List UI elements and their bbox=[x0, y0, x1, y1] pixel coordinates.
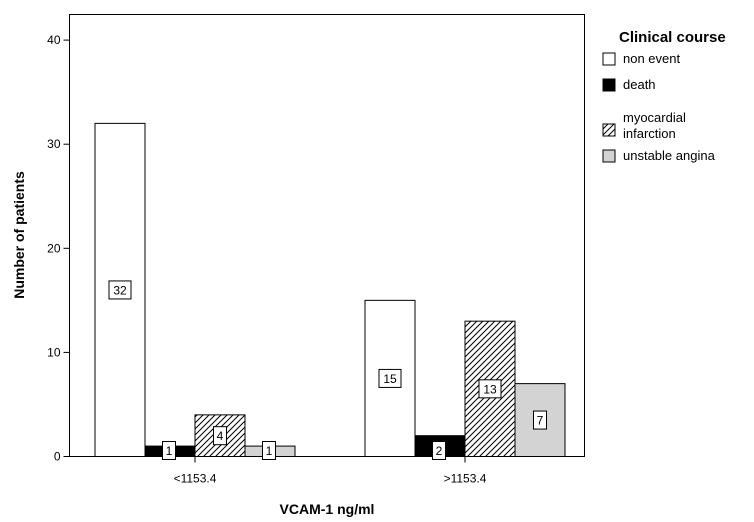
legend-title: Clinical course bbox=[619, 29, 726, 46]
y-tick-label: 40 bbox=[47, 33, 61, 47]
y-tick-label: 20 bbox=[47, 241, 61, 255]
legend-entry: unstable angina bbox=[602, 148, 716, 163]
legend-swatch bbox=[602, 123, 616, 137]
y-tick-label: 0 bbox=[54, 450, 61, 464]
data-label: 1 bbox=[262, 441, 276, 460]
svg-text:15: 15 bbox=[383, 372, 397, 386]
y-axis: 0 10 20 30 40 bbox=[47, 33, 70, 464]
legend-label: non event bbox=[623, 51, 680, 66]
data-label: 13 bbox=[478, 379, 502, 399]
legend-label: death bbox=[623, 77, 656, 92]
legend: Clinical course non event death myocardial… bbox=[602, 29, 726, 163]
data-label: 1 bbox=[162, 441, 176, 460]
svg-text:13: 13 bbox=[483, 382, 497, 396]
legend-label: unstable angina bbox=[623, 148, 716, 163]
data-label: 15 bbox=[378, 368, 402, 388]
data-label: 4 bbox=[213, 426, 227, 446]
x-tick-label: <1153.4 bbox=[174, 472, 217, 486]
svg-text:2: 2 bbox=[436, 444, 443, 458]
legend-swatch bbox=[602, 149, 616, 163]
data-label: 32 bbox=[108, 280, 132, 300]
data-labels: 32 1 4 1 15 2 13 7 bbox=[108, 280, 547, 460]
legend-swatch bbox=[602, 78, 616, 92]
x-axis-title: VCAM-1 ng/ml bbox=[280, 501, 375, 517]
legend-entry: death bbox=[602, 77, 656, 92]
y-axis-title: Number of patients bbox=[11, 171, 27, 299]
x-axis: <1153.4 >1153.4 bbox=[174, 456, 487, 486]
svg-text:1: 1 bbox=[266, 444, 273, 458]
legend-label: myocardial bbox=[623, 110, 686, 125]
legend-label: infarction bbox=[623, 126, 676, 141]
svg-text:32: 32 bbox=[113, 283, 127, 297]
x-tick-label: >1153.4 bbox=[444, 472, 487, 486]
y-tick-label: 30 bbox=[47, 137, 61, 151]
svg-text:7: 7 bbox=[537, 414, 544, 428]
svg-text:1: 1 bbox=[166, 444, 173, 458]
data-label: 2 bbox=[432, 441, 446, 460]
y-tick-label: 10 bbox=[47, 345, 61, 359]
legend-entry: non event bbox=[602, 51, 680, 66]
legend-swatch bbox=[602, 52, 616, 66]
data-label: 7 bbox=[533, 410, 547, 430]
svg-text:4: 4 bbox=[217, 429, 224, 443]
